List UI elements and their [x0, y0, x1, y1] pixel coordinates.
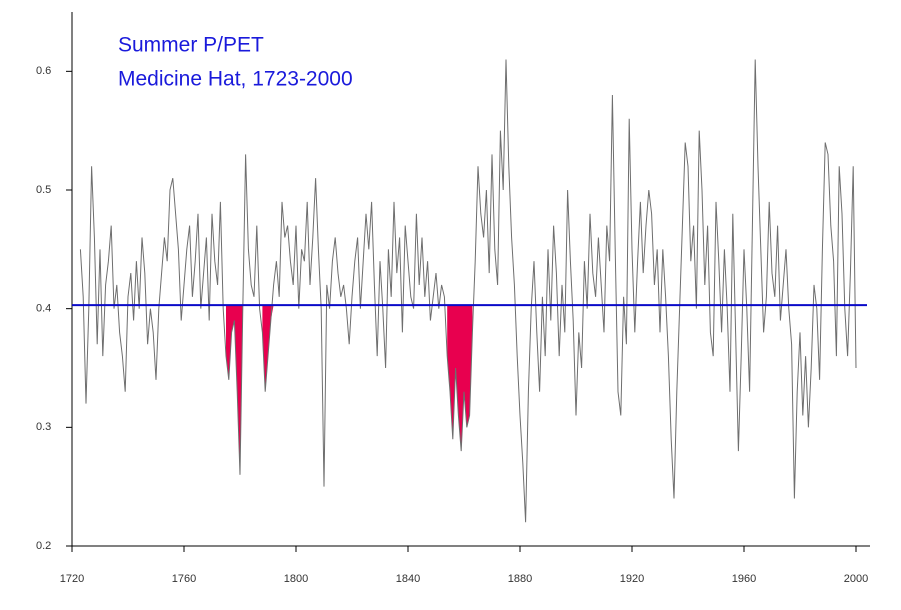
- x-tick-label: 1840: [396, 573, 420, 585]
- y-tick-label: 0.2: [36, 540, 51, 552]
- x-tick-label: 1920: [620, 573, 644, 585]
- data-line: [79, 59, 857, 523]
- y-tick-label: 0.5: [36, 184, 51, 196]
- y-tick-label: 0.3: [36, 421, 51, 433]
- y-tick-label: 0.4: [36, 303, 51, 315]
- x-tick-label: 2000: [844, 573, 868, 585]
- x-tick-label: 1760: [172, 573, 196, 585]
- chart-title: Summer P/PET: [118, 34, 264, 57]
- x-tick-label: 1960: [732, 573, 756, 585]
- shaded-area: [262, 305, 277, 392]
- x-tick-label: 1720: [60, 573, 84, 585]
- y-tick-label: 0.6: [36, 65, 51, 77]
- x-tick-label: 1880: [508, 573, 532, 585]
- chart-subtitle: Medicine Hat, 1723-2000: [118, 68, 353, 91]
- x-tick-label: 1800: [284, 573, 308, 585]
